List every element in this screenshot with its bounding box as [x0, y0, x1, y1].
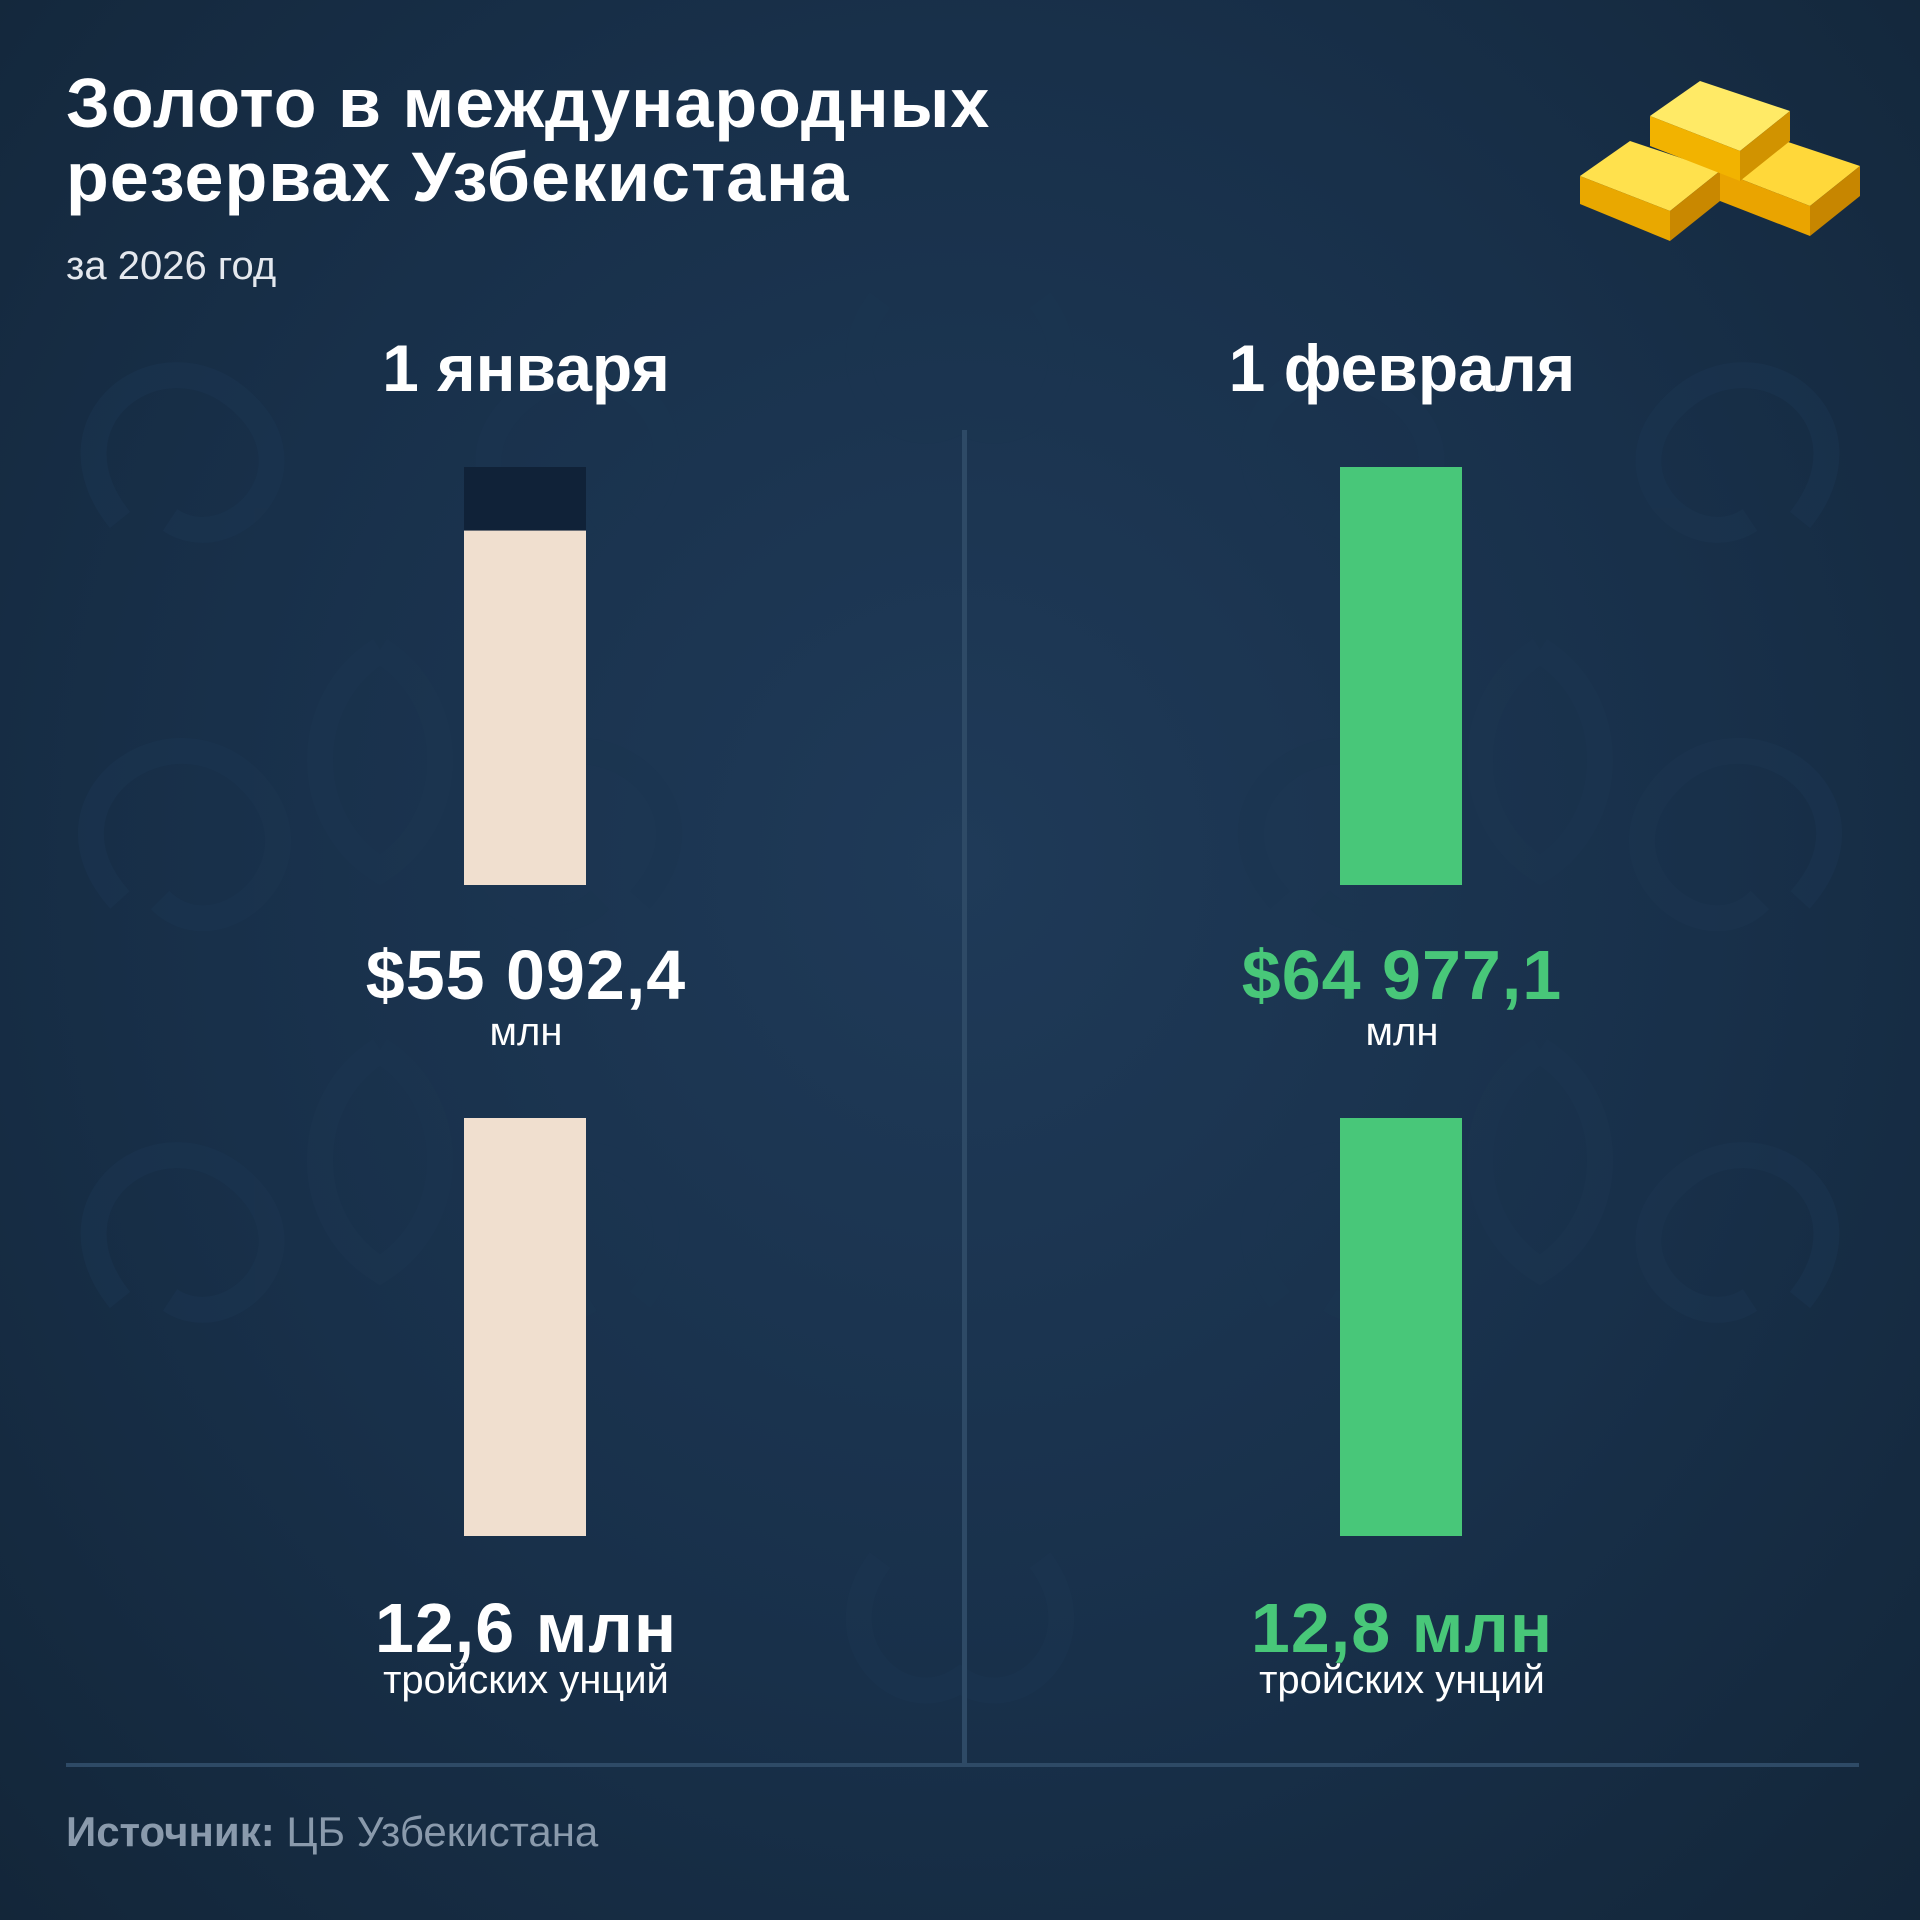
- page-subtitle: за 2026 год: [66, 244, 277, 288]
- title-line-1: Золото в международных: [66, 64, 991, 142]
- volume-january: 12,6 млн: [374, 1589, 678, 1667]
- date-label-january: 1 января: [382, 331, 670, 405]
- footer-divider: [66, 1763, 1859, 1767]
- title-line-2: резервах Узбекистана: [66, 138, 850, 216]
- source-label: Источник:: [66, 1808, 275, 1855]
- value-usd-january: $55 092,4: [365, 936, 687, 1014]
- volume-unit-february: тройских унций: [1259, 1658, 1545, 1702]
- date-label-february: 1 февраля: [1228, 331, 1576, 405]
- value-usd-unit-february: млн: [1365, 1010, 1439, 1054]
- bar-value-february: [1340, 467, 1462, 885]
- page-title: Золото в международных резервах Узбекист…: [66, 66, 1166, 214]
- column-divider: [962, 430, 967, 1765]
- source-value: ЦБ Узбекистана: [274, 1808, 599, 1855]
- bar-volume-february: [1340, 1118, 1462, 1536]
- volume-february: 12,8 млн: [1250, 1589, 1554, 1667]
- bar-value-january: [464, 530, 586, 885]
- bar-track-value-0: [464, 467, 586, 531]
- gold-bars-icon: [1580, 81, 1860, 241]
- value-usd-unit-january: млн: [489, 1010, 563, 1054]
- value-usd-february: $64 977,1: [1241, 936, 1563, 1014]
- source-note: Источник: ЦБ Узбекистана: [66, 1808, 598, 1856]
- volume-unit-january: тройских унций: [383, 1658, 669, 1702]
- bar-volume-january: [464, 1118, 586, 1536]
